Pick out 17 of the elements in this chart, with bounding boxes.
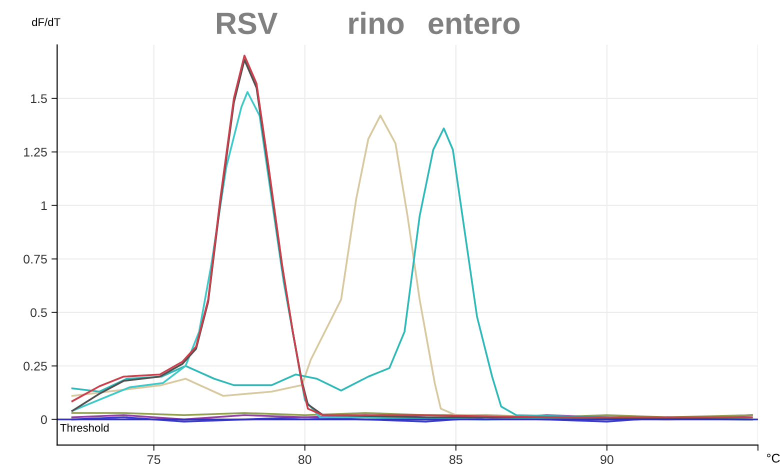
y-tick-label: 1.25 (24, 148, 47, 157)
y-tick-label: 0.75 (24, 254, 47, 264)
x-axis-title: °C (767, 454, 780, 463)
y-tick-label: 0.5 (30, 308, 47, 318)
y-tick-label: 0.25 (24, 362, 47, 371)
x-tick-label: 75 (148, 455, 160, 464)
x-tick-label: 85 (449, 455, 462, 464)
x-tick-label: 80 (298, 455, 312, 464)
text: entero (428, 14, 520, 34)
x-tick-label: 90 (600, 455, 614, 464)
y-tick-label: 1.5 (31, 94, 47, 104)
y-tick-label: 0 (40, 415, 47, 424)
y-tick-label: 1 (41, 201, 47, 210)
y-axis-title: dF/dT (32, 18, 60, 26)
text: RSV (217, 12, 278, 34)
ref-line-label: Threshold (60, 424, 109, 432)
text: rino (349, 12, 404, 34)
